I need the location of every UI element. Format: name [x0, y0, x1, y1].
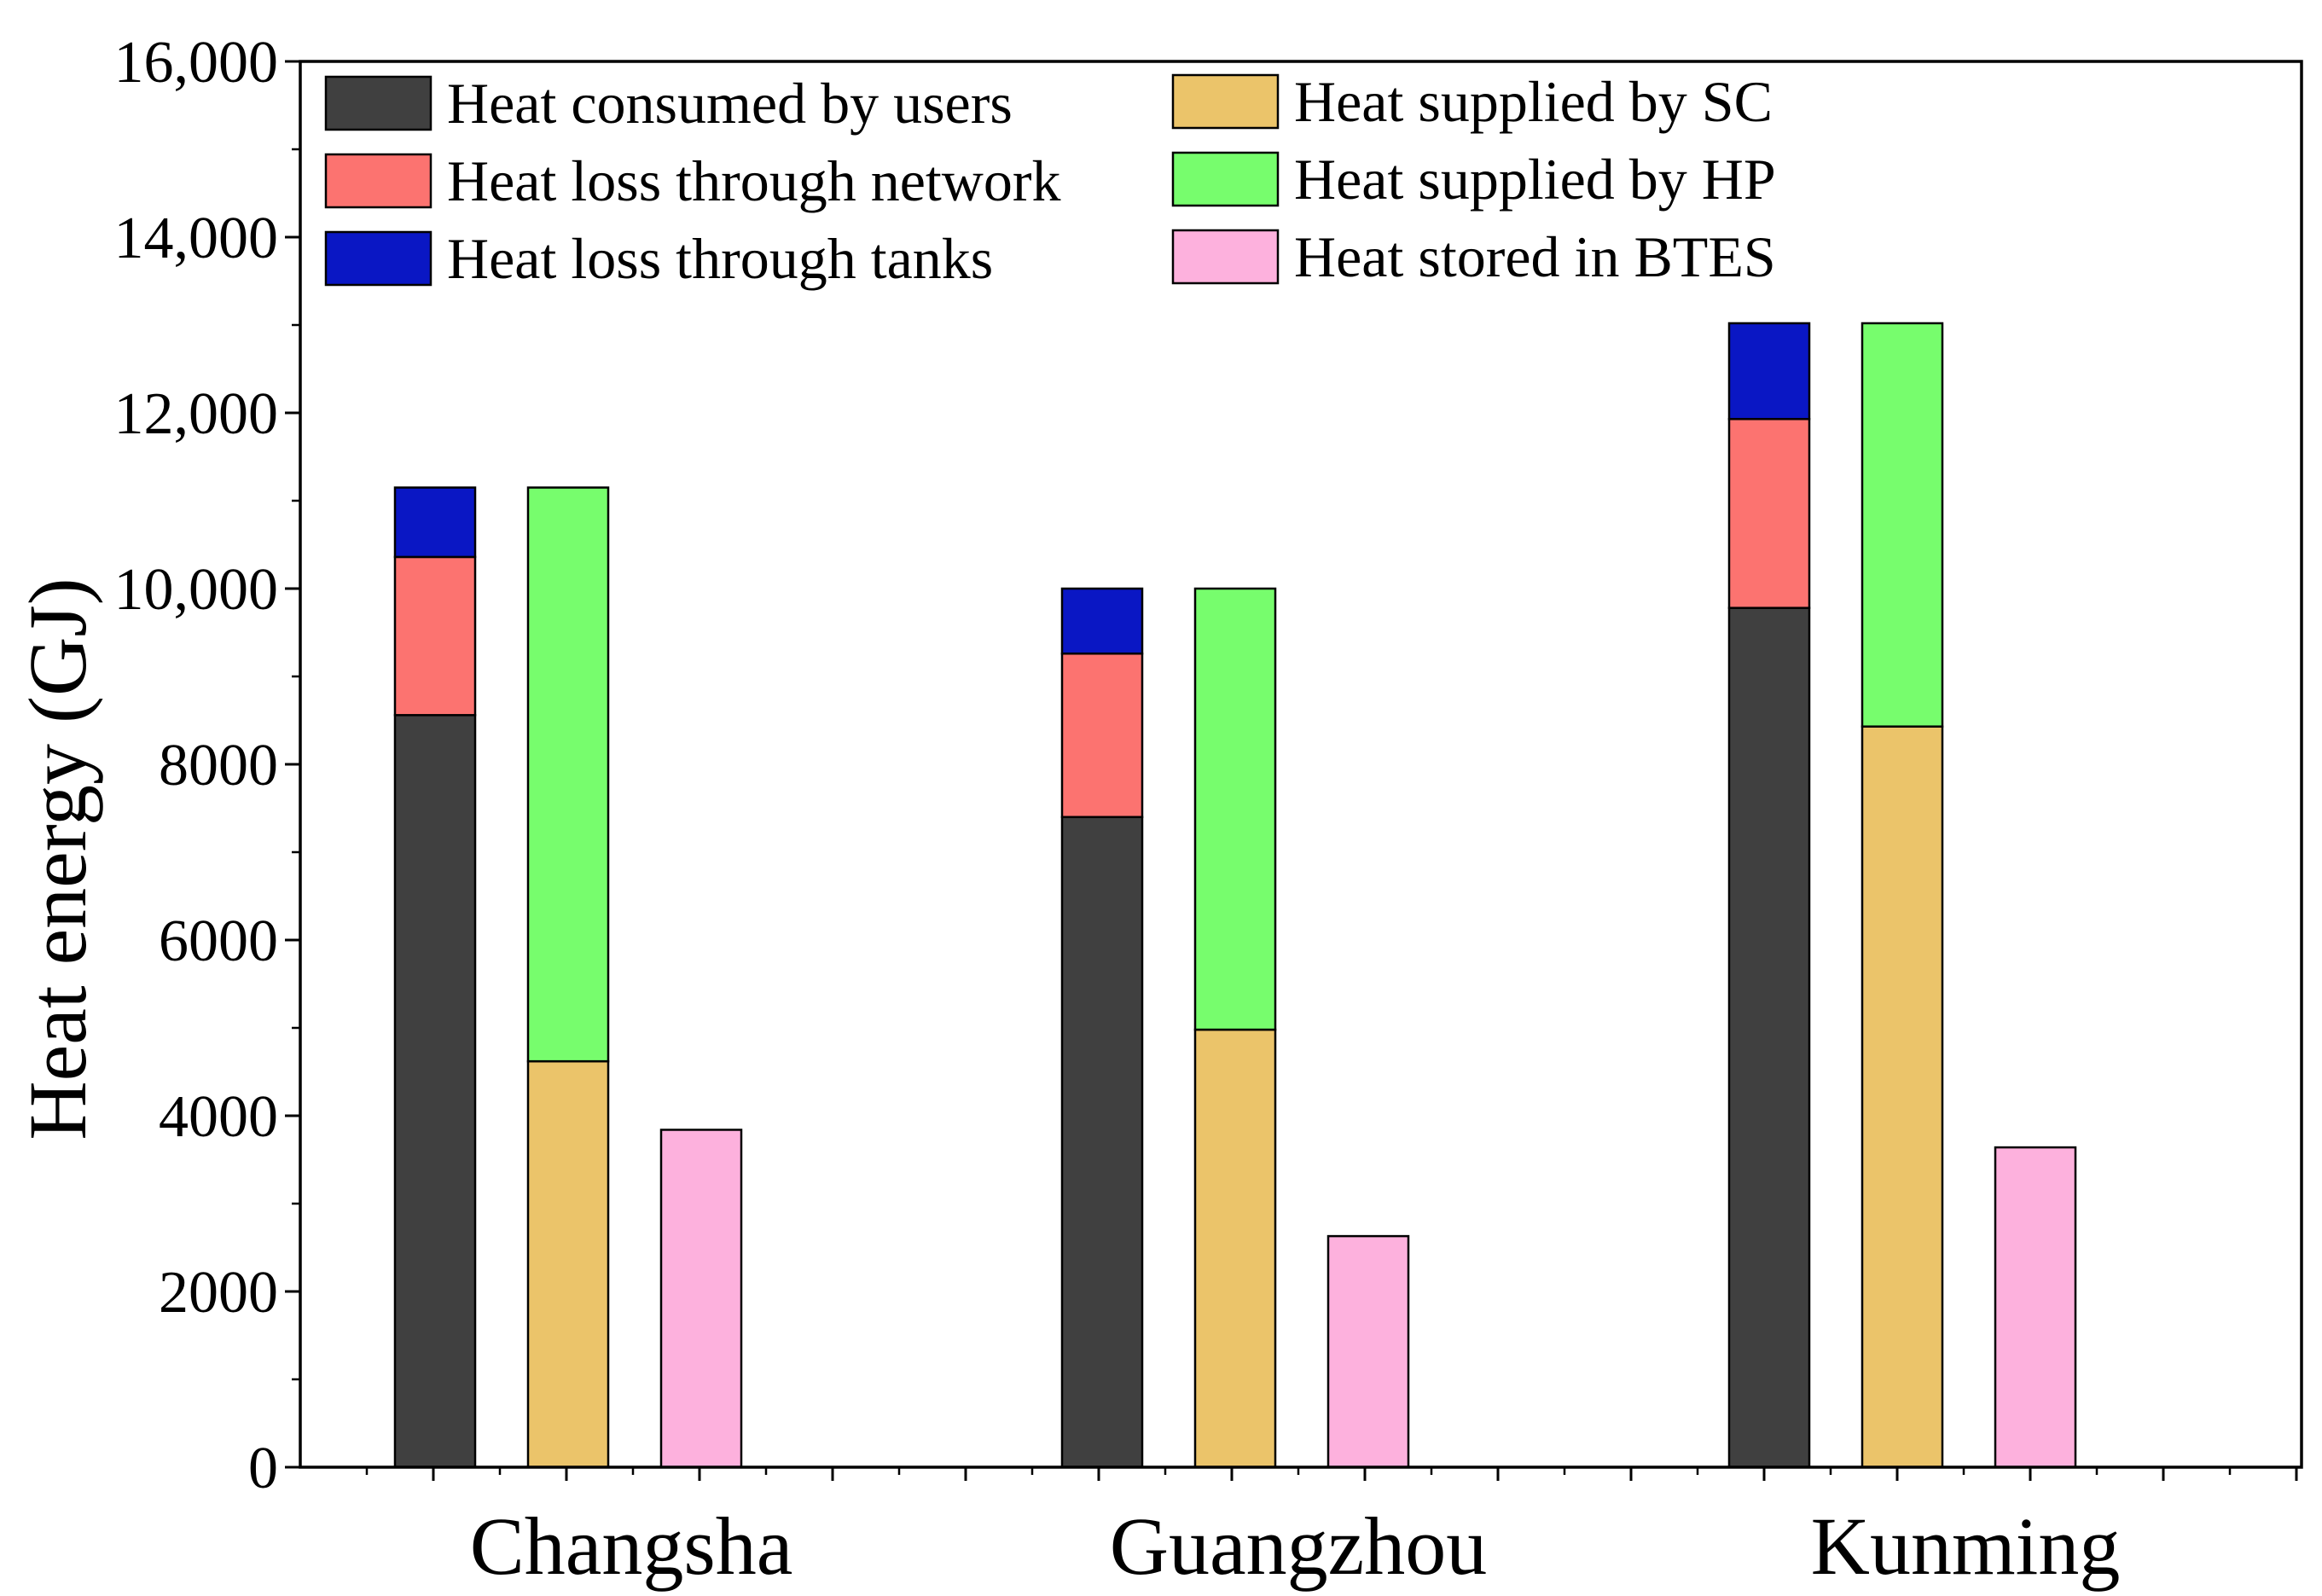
bar-sc-kunming	[1861, 725, 1944, 1469]
y-tick-label: 16,000	[114, 30, 279, 96]
x-category-label-guangzhou: Guangzhou	[1110, 1500, 1488, 1592]
legend-label-tank_loss: Heat loss through tanks	[447, 226, 993, 291]
y-tick-label: 14,000	[114, 206, 279, 271]
legend-swatch-consumed	[324, 75, 432, 131]
y-axis-title: Heat energy (GJ)	[12, 577, 103, 1140]
legend-label-hp: Heat supplied by HP	[1294, 147, 1776, 212]
bar-network_loss-guangzhou	[1060, 652, 1144, 819]
legend-swatch-network_loss	[324, 153, 432, 209]
legend-swatch-sc	[1171, 73, 1280, 130]
bar-tank_loss-guangzhou	[1060, 587, 1144, 655]
bar-network_loss-changsha	[393, 555, 477, 717]
bar-btes-guangzhou	[1326, 1234, 1410, 1469]
bar-hp-changsha	[526, 486, 610, 1063]
y-tick-label: 8000	[159, 733, 278, 798]
bar-consumed-guangzhou	[1060, 815, 1144, 1469]
y-tick-label: 10,000	[114, 557, 279, 623]
legend-label-consumed: Heat consumed by users	[447, 71, 1013, 136]
bar-btes-changsha	[659, 1129, 743, 1469]
y-tick-label: 4000	[159, 1084, 278, 1150]
bars-layer	[393, 322, 2077, 1469]
y-tick-label: 12,000	[114, 381, 279, 447]
bar-hp-kunming	[1861, 322, 1944, 728]
legend-label-btes: Heat stored in BTES	[1294, 224, 1776, 289]
legend-label-network_loss: Heat loss through network	[447, 148, 1061, 213]
bar-network_loss-kunming	[1727, 417, 1811, 609]
legend-swatch-hp	[1171, 151, 1280, 207]
bar-sc-guangzhou	[1193, 1028, 1277, 1469]
y-tick-label: 2000	[159, 1260, 278, 1326]
legend-label-sc: Heat supplied by SC	[1294, 69, 1773, 134]
bar-hp-guangzhou	[1193, 587, 1277, 1031]
bar-tank_loss-changsha	[393, 486, 477, 559]
bar-consumed-changsha	[393, 714, 477, 1469]
x-category-label-kunming: Kunming	[1811, 1500, 2121, 1592]
y-tick-label: 0	[248, 1436, 278, 1501]
bar-btes-kunming	[1994, 1146, 2077, 1469]
bar-tank_loss-kunming	[1727, 322, 1811, 421]
legend: Heat consumed by users Heat loss through …	[324, 69, 1776, 291]
legend-swatch-btes	[1171, 229, 1280, 285]
bar-sc-changsha	[526, 1059, 610, 1469]
axes-layer: 0 2000 4000 6000 8000 10,000 12,000 14,000 16,00…	[114, 30, 2303, 1592]
x-category-label-changsha: Changsha	[470, 1500, 793, 1592]
legend-swatch-tank_loss	[324, 230, 432, 287]
y-tick-label: 6000	[159, 908, 278, 974]
bar-consumed-kunming	[1727, 606, 1811, 1469]
